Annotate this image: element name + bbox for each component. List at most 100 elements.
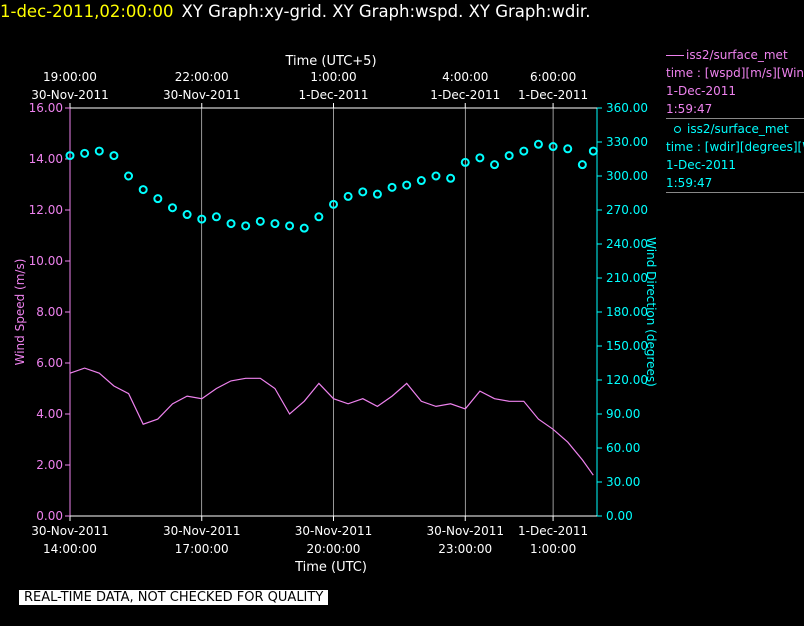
y2-tick-label: 330.00	[606, 135, 648, 149]
wind-direction-point	[285, 221, 295, 231]
y2-tick-label: 30.00	[606, 475, 640, 489]
y-tick-label: 16.00	[29, 101, 63, 115]
wind-direction-point	[460, 157, 470, 167]
x-tick-label: 1:00:00	[530, 542, 576, 556]
y2-tick-label: 120.00	[606, 373, 648, 387]
legend-wind-speed: iss2/surface_met time : [wspd][m/s][Wind…	[666, 46, 804, 118]
x2-tick-label: 1:00:00	[310, 70, 356, 84]
y-tick-label: 10.00	[29, 254, 63, 268]
wind-direction-point	[533, 139, 543, 149]
x-tick-label: 17:00:00	[175, 542, 229, 556]
y2-tick-label: 270.00	[606, 203, 648, 217]
series-layer	[65, 139, 598, 476]
line-swatch-icon	[666, 55, 684, 56]
title-graphs: XY Graph:xy-grid. XY Graph:wspd. XY Grap…	[181, 2, 591, 21]
wind-direction-point	[182, 210, 192, 220]
x-axis-label: Time (UTC)	[294, 560, 367, 575]
wind-direction-point	[109, 151, 119, 161]
x2-axis-label: Time (UTC+5)	[284, 54, 376, 69]
legend-entry-date: 1-Dec-2011	[666, 158, 737, 172]
wind-direction-point	[124, 171, 134, 181]
x-tick-label: 23:00:00	[438, 542, 492, 556]
wind-direction-point	[138, 185, 148, 195]
x-tick-label: 30-Nov-2011	[426, 524, 504, 538]
wind-direction-point	[358, 187, 368, 197]
wind-direction-point	[431, 171, 441, 181]
y2-tick-label: 90.00	[606, 407, 640, 421]
wind-direction-point	[65, 151, 75, 161]
y-tick-label: 14.00	[29, 152, 63, 166]
x2-tick-label: 1-Dec-2011	[298, 88, 368, 102]
x-tick-label: 30-Nov-2011	[31, 524, 109, 538]
x2-tick-label: 19:00:00	[43, 70, 97, 84]
wind-direction-point	[490, 160, 500, 170]
legend-divider	[666, 118, 804, 119]
y2-tick-label: 210.00	[606, 271, 648, 285]
y2-tick-label: 180.00	[606, 305, 648, 319]
y-tick-label: 6.00	[36, 356, 63, 370]
wind-direction-point	[270, 219, 280, 229]
wind-direction-point	[372, 189, 382, 199]
x2-tick-label: 30-Nov-2011	[163, 88, 241, 102]
x-tick-label: 30-Nov-2011	[295, 524, 373, 538]
y2-tick-label: 0.00	[606, 509, 633, 523]
wind-direction-point	[167, 203, 177, 213]
y2-axis-label: Wind Direction (degrees)	[644, 237, 658, 387]
wind-direction-point	[588, 146, 598, 156]
x2-tick-label: 1-Dec-2011	[518, 88, 588, 102]
wind-direction-point	[446, 173, 456, 183]
legend-entry-date: 1-Dec-2011	[666, 84, 737, 98]
wind-direction-point	[343, 191, 353, 201]
wind-direction-point	[255, 216, 265, 226]
x2-tick-label: 1-Dec-2011	[430, 88, 500, 102]
wind-direction-point	[80, 148, 90, 158]
wind-direction-point	[475, 153, 485, 163]
y-axis-label: Wind Speed (m/s)	[13, 259, 27, 366]
quality-notice: REAL-TIME DATA, NOT CHECKED FOR QUALITY	[19, 590, 329, 605]
circle-marker-icon	[674, 126, 681, 133]
wind-direction-point	[211, 212, 221, 222]
y2-tick-label: 300.00	[606, 169, 648, 183]
wind-direction-point	[548, 142, 558, 152]
wind-direction-point	[329, 199, 338, 209]
legend-entry-title: iss2/surface_met	[666, 46, 804, 64]
y2-tick-label: 240.00	[606, 237, 648, 251]
wind-direction-point	[577, 160, 587, 170]
grid	[69, 108, 554, 516]
wind-direction-point	[387, 182, 397, 192]
y2-tick-label: 150.00	[606, 339, 648, 353]
wind-direction-point	[241, 221, 251, 231]
wind-direction-point	[519, 146, 529, 156]
x2-tick-label: 6:00:00	[530, 70, 576, 84]
y2-tick-label: 60.00	[606, 441, 640, 455]
legend-entry-variable: time : [wdir][degrees][W	[666, 140, 804, 154]
x-tick-label: 30-Nov-2011	[163, 524, 241, 538]
y-tick-label: 0.00	[36, 509, 63, 523]
title-bar: 1-dec-2011,02:00:00 XY Graph:xy-grid. XY …	[0, 2, 590, 26]
y-tick-label: 12.00	[29, 203, 63, 217]
legend-entry-time: 1:59:47	[666, 176, 713, 190]
wind-direction-point	[563, 144, 573, 154]
wind-direction-point	[197, 214, 207, 224]
legend-entry-title: iss2/surface_met	[666, 120, 804, 138]
legend-divider	[666, 192, 804, 193]
y-tick-label: 8.00	[36, 305, 63, 319]
title-date: 1-dec-2011,02:00:00	[0, 2, 174, 21]
y-tick-label: 4.00	[36, 407, 63, 421]
wind-direction-point	[226, 219, 236, 229]
x-tick-label: 20:00:00	[307, 542, 361, 556]
legend-wind-direction: iss2/surface_met time : [wdir][degrees][…	[666, 120, 804, 192]
x2-tick-label: 4:00:00	[442, 70, 488, 84]
x-tick-label: 14:00:00	[43, 542, 97, 556]
legend-entry-time: 1:59:47	[666, 102, 713, 116]
ticks: 30-Nov-2011 14:00:00 30-Nov-2011 17:00:00 30…	[29, 70, 648, 556]
legend-entry-variable: time : [wspd][m/s][Wind	[666, 66, 804, 80]
x-tick-label: 1-Dec-2011	[518, 524, 588, 538]
wind-direction-point	[504, 151, 514, 161]
wind-direction-point	[153, 194, 163, 204]
wind-direction-point	[416, 176, 426, 186]
wind-direction-point	[94, 146, 104, 156]
wind-direction-point	[299, 223, 309, 233]
x2-tick-label: 22:00:00	[175, 70, 229, 84]
